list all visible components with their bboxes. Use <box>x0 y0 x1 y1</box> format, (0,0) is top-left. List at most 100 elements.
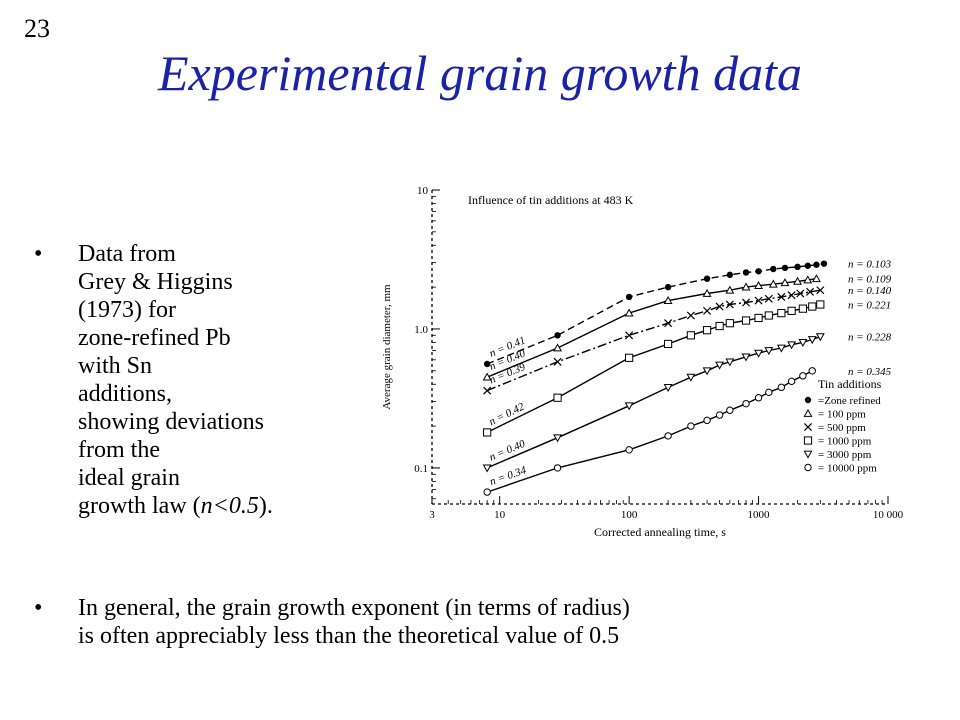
data-point <box>808 302 817 311</box>
text-fragment: ). <box>258 493 273 519</box>
series-n-label-right: n = 0.221 <box>848 299 891 311</box>
text-line-last: growth law (n<0.5). <box>78 492 378 520</box>
text-line: showing deviations <box>78 409 264 435</box>
text-line: In general, the grain growth exponent (i… <box>78 595 630 621</box>
data-point <box>816 286 825 295</box>
legend-marker <box>803 450 813 459</box>
data-point <box>553 343 563 352</box>
data-point <box>815 333 825 342</box>
slide-title: Experimental grain growth data <box>158 45 802 101</box>
data-point <box>741 282 751 291</box>
series-n-label-right: n = 0.228 <box>848 332 892 344</box>
y-tick-label: 10 <box>417 185 429 197</box>
data-point <box>793 276 802 285</box>
series-line <box>486 289 821 392</box>
data-point <box>624 402 634 411</box>
cross-stroke <box>725 300 734 309</box>
data-point <box>741 353 751 362</box>
data-point <box>741 316 751 325</box>
data-point <box>725 300 734 309</box>
data-point <box>554 332 561 339</box>
cross-stroke <box>816 286 825 295</box>
data-point <box>768 279 778 288</box>
data-point <box>776 344 786 353</box>
cross-stroke <box>777 292 786 301</box>
data-point <box>754 349 764 358</box>
cross-stroke <box>715 302 724 311</box>
data-point <box>483 428 492 437</box>
data-point <box>625 353 634 362</box>
data-point <box>754 281 764 290</box>
data-point <box>702 326 712 335</box>
data-point <box>703 275 711 282</box>
data-point <box>625 331 634 340</box>
data-point <box>663 339 673 349</box>
legend-marker <box>803 436 813 445</box>
y-axis-label: Average grain diameter, mm <box>381 284 393 410</box>
data-point <box>742 269 750 276</box>
text-line: zone-refined Pb <box>78 325 231 351</box>
series-n-label-right: n = 0.140 <box>848 285 892 297</box>
data-point <box>806 287 815 296</box>
data-point <box>777 383 786 392</box>
data-point <box>820 260 828 267</box>
data-point <box>483 488 491 496</box>
legend-marker <box>804 396 812 404</box>
bullet-text: Data from Grey & Higgins (1973) for zone… <box>78 240 378 520</box>
data-point <box>625 293 633 301</box>
data-point <box>770 265 777 273</box>
data-point <box>687 422 695 430</box>
legend-label: = 10000 ppm <box>818 463 877 475</box>
series-n-label-right: n = 0.109 <box>848 274 892 286</box>
cross-stroke <box>625 331 634 340</box>
legend-label: =Zone refined <box>818 395 881 407</box>
data-point <box>664 432 672 440</box>
cross-stroke <box>787 291 796 300</box>
data-point <box>553 357 562 366</box>
series-line <box>486 370 813 493</box>
cross-stroke <box>741 298 751 307</box>
data-point <box>482 464 492 473</box>
x-tick-label: 100 <box>621 509 638 521</box>
series-n-label-right: n = 0.103 <box>848 259 892 271</box>
cross-stroke <box>803 422 813 432</box>
data-point <box>715 361 725 370</box>
bullet-dot: • <box>34 241 43 267</box>
data-point <box>754 394 763 402</box>
data-point <box>686 311 695 320</box>
data-point <box>663 295 673 304</box>
data-point <box>703 416 711 425</box>
data-point <box>482 372 492 381</box>
text-line: is often appreciably less than the theor… <box>78 623 620 649</box>
legend-label: = 100 ppm <box>818 409 866 421</box>
cross-stroke <box>703 306 712 315</box>
data-point <box>787 306 796 315</box>
data-point <box>803 275 813 284</box>
data-point <box>787 377 796 386</box>
cross-stroke <box>796 289 805 298</box>
cross-stroke <box>553 357 562 366</box>
cross-stroke <box>483 386 492 395</box>
data-point <box>483 360 491 368</box>
data-point <box>808 367 816 375</box>
data-point <box>725 358 735 367</box>
series-n-label-right: n = 0.345 <box>848 366 892 378</box>
data-point <box>715 302 724 311</box>
data-point <box>798 339 808 348</box>
data-point <box>726 271 734 279</box>
cross-stroke <box>686 311 695 320</box>
cross-stroke <box>806 287 815 296</box>
data-point <box>754 313 763 323</box>
data-point <box>781 264 789 272</box>
data-point <box>796 289 805 298</box>
x-tick-label: 10 <box>494 509 506 521</box>
data-point <box>777 292 786 301</box>
data-point <box>715 321 724 331</box>
legend-label: = 1000 ppm <box>818 436 872 448</box>
data-point <box>553 464 562 472</box>
legend-marker <box>803 422 813 432</box>
cross-stroke <box>754 296 763 305</box>
data-point <box>804 262 811 269</box>
data-point <box>765 388 773 397</box>
data-point <box>742 399 750 408</box>
